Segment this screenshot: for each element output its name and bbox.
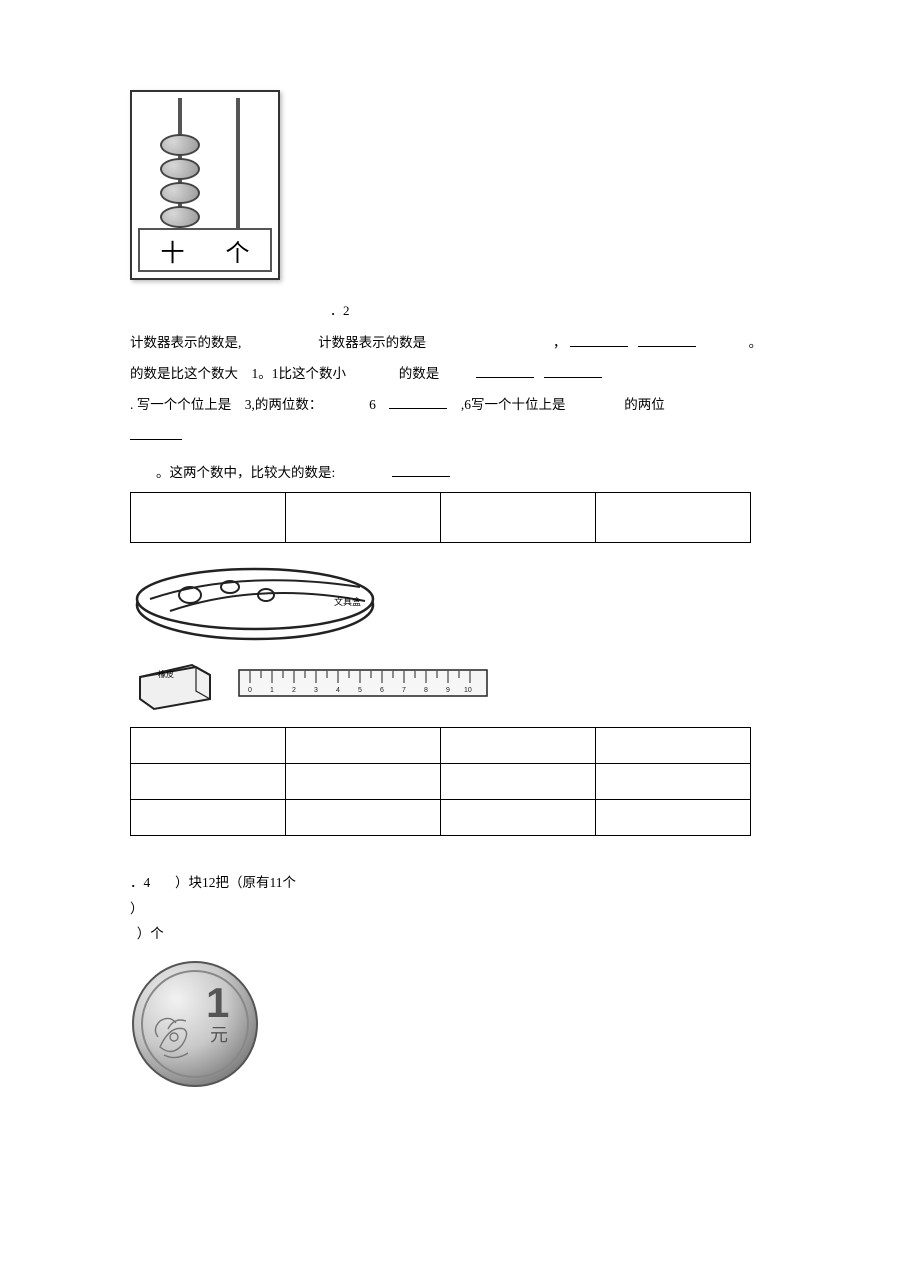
text: 的数是 (399, 366, 440, 381)
text: ）块12把（原有11个 (175, 875, 296, 890)
coin-unit: 元 (210, 1025, 228, 1045)
text: 计数器表示的数是, (130, 335, 241, 350)
svg-text:橡皮: 橡皮 (158, 669, 174, 679)
ruler-icon: 0 1 2 3 4 5 6 7 8 9 10 (238, 669, 488, 699)
table-cell[interactable] (131, 728, 286, 764)
text: 的两位 (624, 397, 665, 412)
text: ）个 (137, 926, 164, 941)
stationery-diagram: 文具盒 橡皮 (130, 561, 790, 713)
svg-text:2: 2 (292, 687, 296, 694)
text: 的数是比这个数大 (130, 366, 238, 381)
answer-table-2 (130, 727, 751, 836)
svg-text:8: 8 (424, 687, 428, 694)
abacus-bead (160, 158, 200, 180)
table-cell[interactable] (131, 493, 286, 543)
svg-text:5: 5 (358, 687, 362, 694)
svg-text:7: 7 (402, 687, 406, 694)
table-cell[interactable] (441, 728, 596, 764)
table-cell[interactable] (286, 800, 441, 836)
table-cell[interactable] (286, 764, 441, 800)
table-cell[interactable] (596, 764, 751, 800)
fill-blank[interactable] (544, 364, 602, 378)
text: 。 (749, 335, 763, 350)
table-cell[interactable] (286, 493, 441, 543)
abacus-base: 十 个 (138, 228, 272, 272)
svg-text:1: 1 (270, 687, 274, 694)
table-cell[interactable] (131, 800, 286, 836)
svg-text:3: 3 (314, 687, 318, 694)
abacus-bead (160, 134, 200, 156)
ones-label: 个 (226, 233, 250, 268)
abacus-rod-ones (236, 98, 240, 232)
fill-blank[interactable] (476, 364, 534, 378)
fill-blank[interactable] (392, 463, 450, 477)
fill-blank[interactable] (389, 395, 447, 409)
text: ， (553, 335, 567, 350)
text: ,6写一个十位上是 (461, 397, 566, 412)
text: 3,的两位数： (245, 397, 323, 412)
table-cell[interactable] (286, 728, 441, 764)
text: 计数器表示的数是 (318, 335, 426, 350)
svg-text:6: 6 (380, 687, 384, 694)
table-cell[interactable] (596, 493, 751, 543)
fill-blank[interactable] (570, 333, 628, 347)
table-cell[interactable] (131, 764, 286, 800)
fill-blank[interactable] (638, 333, 696, 347)
table-cell[interactable] (441, 493, 596, 543)
table-cell[interactable] (441, 764, 596, 800)
text: ） (130, 901, 144, 916)
question-4-text: ．4 ）块12把（原有11个 ） ）个 (130, 870, 790, 947)
table-cell[interactable] (596, 800, 751, 836)
svg-text:4: 4 (336, 687, 340, 694)
text: 1。1比这个数小 (252, 366, 347, 381)
abacus-bead (160, 182, 200, 204)
pencilcase-icon: 文具盒 (130, 561, 380, 639)
svg-text:9: 9 (446, 687, 450, 694)
question-2-marker: ．2 (330, 300, 790, 319)
coin-icon: 1 元 (130, 959, 790, 1094)
answer-table-1 (130, 492, 751, 543)
fill-blank[interactable] (130, 428, 182, 440)
abacus-diagram: 十 个 (130, 90, 280, 280)
table-cell[interactable] (596, 728, 751, 764)
svg-text:0: 0 (248, 687, 252, 694)
table-cell[interactable] (441, 800, 596, 836)
text: . 写一个个位上是 (130, 397, 231, 412)
coin-value: 1 (206, 979, 229, 1026)
question-4-marker: ．4 (130, 875, 150, 890)
svg-text:10: 10 (464, 687, 472, 694)
text: 6 (369, 397, 376, 412)
tens-label: 十 (161, 233, 185, 268)
question-2-text: 计数器表示的数是, 计数器表示的数是 ， 。 的数是比这个数大 1。1比这个数小… (130, 329, 790, 486)
eraser-icon: 橡皮 (130, 655, 220, 713)
pencilcase-label: 文具盒 (334, 596, 361, 607)
abacus-bead (160, 206, 200, 228)
text: 。这两个数中，比较大的数是: (156, 465, 335, 480)
